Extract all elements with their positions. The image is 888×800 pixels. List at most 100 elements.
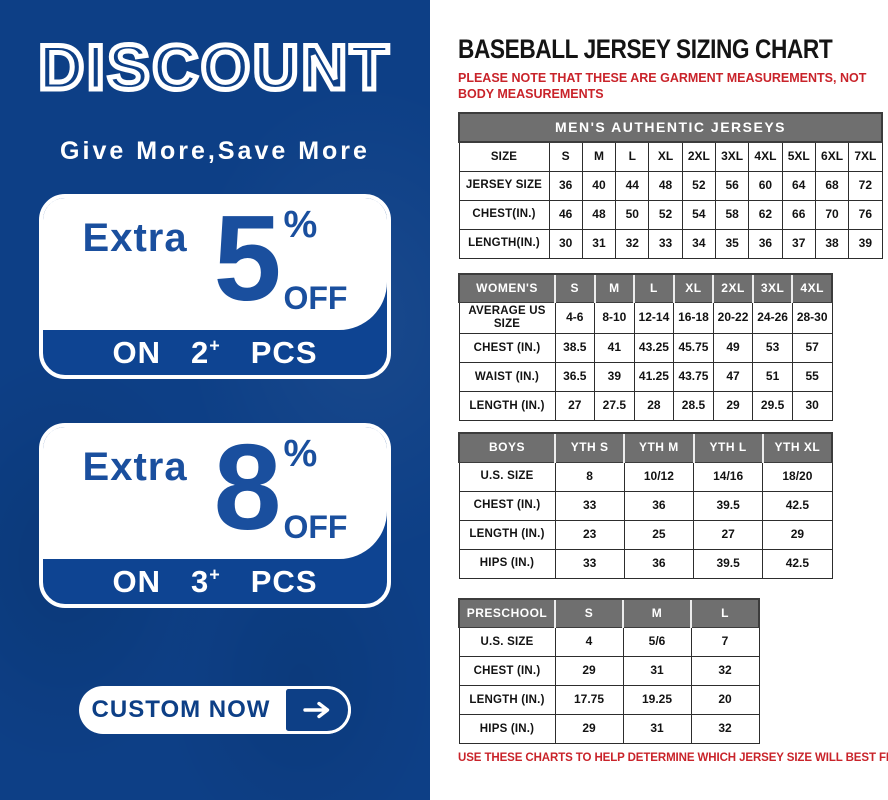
table-cell: 53 [752, 333, 793, 363]
garment-measurement-note: PLEASE NOTE THAT THESE ARE GARMENT MEASU… [458, 71, 867, 101]
row-label: HIPS (IN.) [458, 548, 556, 579]
column-header: YTH M [623, 432, 695, 463]
offer-5-suffix: % OFF [283, 206, 347, 313]
column-header: L [615, 141, 650, 172]
table-row: WAIST (IN.) 36.5 39 41.25 43.75 47 51 55 [458, 362, 833, 392]
offer-8-suffix: % OFF [283, 435, 347, 542]
table-cell: 27 [554, 391, 596, 421]
table-cell: 49 [712, 333, 754, 363]
table-cell: 36 [548, 170, 583, 201]
preschool-sizing-table: PRESCHOOL S M L U.S. SIZE 4 5/6 7 CHEST (IN.) 29 3… [458, 597, 760, 744]
table-row: LENGTH (IN.) 27 27.5 28 28.5 29 29.5 30 [458, 391, 833, 421]
table-cell: 4 [554, 627, 624, 657]
sizing-chart-panel: BASEBALL JERSEY SIZING CHART PLEASE NOTE… [430, 0, 888, 800]
table-cell: 25 [623, 519, 695, 550]
table-row: LENGTH(IN.) 30 31 32 33 34 35 36 37 38 39 [458, 228, 883, 259]
table-cell: 31 [622, 714, 692, 744]
pcs-label: PCS [250, 563, 318, 599]
table-cell: 76 [848, 199, 883, 230]
table-row: CHEST (IN.) 38.5 41 43.25 45.75 49 53 57 [458, 333, 833, 363]
row-label: U.S. SIZE [458, 461, 556, 492]
table-cell: 54 [681, 199, 716, 230]
preschool-header-row: PRESCHOOL S M L [458, 597, 760, 628]
offer-8-prefix: Extra [82, 445, 188, 490]
table-cell: 42.5 [762, 490, 833, 521]
offer-8-condition: ON 3+ PCS [43, 559, 387, 604]
table-row: HIPS (IN.) 33 36 39.5 42.5 [458, 548, 833, 579]
table-cell: 16-18 [673, 302, 714, 334]
row-label: CHEST (IN.) [458, 490, 556, 521]
table-cell: 14/16 [692, 461, 764, 492]
table-row: AVERAGE US SIZE 4-6 8-10 12-14 16-18 20-22 24-… [458, 302, 833, 334]
table-cell: 29 [712, 391, 754, 421]
table-cell: 8-10 [594, 302, 635, 334]
column-header: 4XL [748, 141, 783, 172]
mens-header-row: SIZE S M L XL 2XL 3XL 4XL 5XL 6XL 7XL [458, 141, 883, 172]
table-cell: 27.5 [594, 391, 635, 421]
column-header: BOYS [458, 432, 556, 463]
table-cell: 41 [594, 333, 635, 363]
column-header: 2XL [681, 141, 716, 172]
table-cell: 33 [648, 228, 683, 259]
table-cell: 28.5 [673, 391, 714, 421]
table-cell: 36.5 [554, 362, 596, 392]
table-cell: 31 [581, 228, 617, 259]
row-label: JERSEY SIZE [458, 170, 550, 201]
table-cell: 41.25 [633, 362, 675, 392]
column-header: YTH S [553, 432, 625, 463]
table-cell: 48 [581, 199, 617, 230]
offer-8-percent-value: 8 [213, 423, 282, 556]
right-arrow-icon [283, 686, 351, 735]
table-cell: 42.5 [762, 548, 833, 579]
table-cell: 55 [791, 362, 833, 392]
table-cell: 66 [781, 199, 816, 230]
table-cell: 48 [648, 170, 683, 201]
table-cell: 18/20 [762, 461, 833, 492]
table-cell: 29 [554, 714, 624, 744]
table-cell: 28 [633, 391, 675, 421]
row-label: CHEST(IN.) [458, 199, 550, 230]
table-row: CHEST(IN.) 46 48 50 52 54 58 62 66 70 76 [458, 199, 883, 230]
offer-card-8-percent: Extra 8 % OFF ON 3+ PCS [39, 423, 391, 609]
boys-header-row: BOYS YTH S YTH M YTH L YTH XL [458, 432, 834, 463]
table-cell: 33 [554, 490, 625, 521]
table-cell: 32 [690, 656, 760, 686]
sizing-chart-title: BASEBALL JERSEY SIZING CHART [458, 34, 833, 64]
table-cell: 52 [681, 170, 716, 201]
womens-header-row: WOMEN'S S M L XL 2XL 3XL 4XL [458, 272, 833, 304]
table-cell: 20-22 [712, 302, 754, 334]
row-label: WAIST (IN.) [458, 362, 556, 392]
custom-now-label: CUSTOM NOW [91, 696, 271, 724]
table-cell: 30 [791, 391, 833, 421]
table-cell: 17.75 [554, 685, 624, 715]
boys-sizing-table: BOYS YTH S YTH M YTH L YTH XL U.S. SIZE 8 10/12… [458, 432, 834, 579]
table-cell: 50 [615, 199, 650, 230]
table-row: HIPS (IN.) 29 31 32 [458, 714, 760, 744]
column-header: WOMEN'S [458, 272, 556, 304]
column-header: 3XL [714, 141, 750, 172]
table-cell: 7 [690, 627, 760, 657]
table-cell: 64 [781, 170, 816, 201]
table-cell: 36 [623, 548, 695, 579]
table-cell: 39.5 [692, 548, 764, 579]
column-header: 3XL [751, 272, 793, 304]
table-cell: 5/6 [622, 627, 692, 657]
column-header: S [548, 141, 583, 172]
column-header: 7XL [848, 141, 883, 172]
table-cell: 38.5 [554, 333, 596, 363]
column-header: S [554, 272, 596, 304]
table-cell: 52 [648, 199, 683, 230]
table-cell: 19.25 [622, 685, 692, 715]
table-cell: 12-14 [633, 302, 675, 334]
table-cell: 39 [848, 228, 883, 259]
custom-now-button[interactable]: CUSTOM NOW [79, 686, 351, 735]
row-label: LENGTH(IN.) [458, 228, 550, 259]
table-cell: 32 [615, 228, 650, 259]
row-label: U.S. SIZE [458, 627, 556, 657]
mens-banner: MEN'S AUTHENTIC JERSEYS [458, 112, 883, 144]
offer-5-content: Extra 5 % OFF [43, 198, 387, 331]
table-cell: 58 [714, 199, 750, 230]
on-label: ON [112, 563, 161, 599]
column-header: XL [648, 141, 683, 172]
